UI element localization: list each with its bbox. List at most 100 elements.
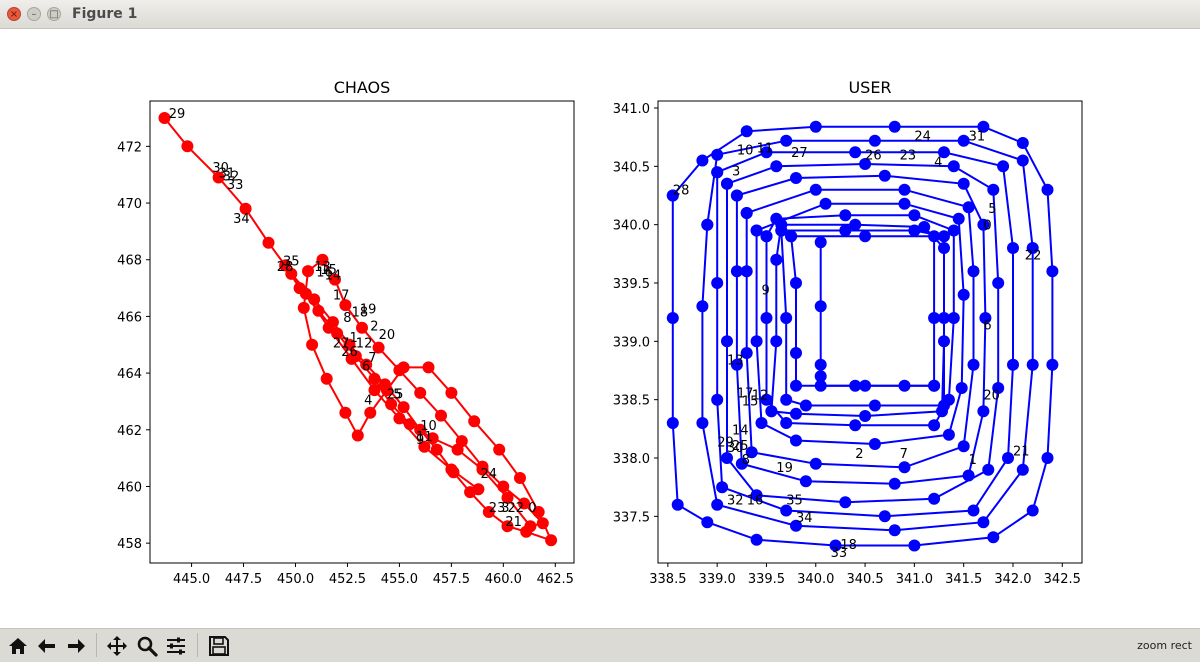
data-point — [997, 160, 1010, 173]
data-point — [799, 475, 812, 488]
data-point — [329, 273, 341, 286]
data-point — [908, 539, 921, 552]
point-label: 25 — [387, 388, 404, 403]
data-point — [696, 417, 709, 429]
x-tick-label: 447.5 — [225, 572, 262, 587]
data-point — [1016, 154, 1029, 167]
data-point — [780, 417, 793, 429]
data-point — [790, 519, 802, 532]
data-point — [977, 120, 990, 133]
data-layer — [666, 120, 1059, 552]
data-point — [814, 358, 827, 371]
data-point — [339, 299, 352, 312]
subplots-button[interactable] — [162, 632, 189, 659]
data-point — [829, 539, 842, 552]
figure-canvas[interactable]: 0 1 2 3 4 5 6 7 8 9 10 11 12 13 14 15 16 17 18 19 20 21 22 23 24… — [0, 29, 1200, 628]
data-point — [740, 125, 753, 138]
zoom-button[interactable] — [133, 632, 160, 659]
point-label: 32 — [727, 494, 744, 509]
data-point — [957, 134, 970, 147]
data-point — [859, 230, 872, 243]
data-point — [814, 300, 827, 313]
data-point — [711, 393, 724, 406]
data-point — [740, 207, 753, 219]
forward-button[interactable] — [62, 632, 89, 659]
point-label: 17 — [333, 288, 350, 303]
close-window-button[interactable]: × — [7, 7, 21, 21]
data-point — [839, 496, 852, 509]
data-point — [868, 438, 881, 450]
x-tick-label: 341.0 — [896, 572, 933, 587]
data-point — [908, 209, 921, 222]
point-label: 29 — [169, 107, 186, 122]
data-point — [331, 327, 344, 340]
point-label: 2 — [855, 447, 863, 462]
y-tick-label: 338.0 — [613, 452, 650, 467]
y-tick-label: 464 — [117, 367, 142, 382]
data-point — [780, 393, 793, 406]
data-point — [775, 224, 788, 237]
data-point — [755, 417, 768, 429]
data-point — [356, 321, 368, 334]
back-button[interactable] — [33, 632, 60, 659]
data-point — [750, 224, 763, 237]
point-label: 1 — [350, 331, 358, 346]
data-point — [393, 364, 406, 377]
data-point — [799, 399, 812, 412]
data-point — [445, 386, 458, 399]
home-button[interactable] — [4, 632, 31, 659]
data-point — [957, 440, 970, 453]
data-point — [809, 183, 822, 196]
point-label: 8 — [742, 453, 750, 468]
point-label: 33 — [831, 546, 848, 561]
data-point — [962, 469, 975, 482]
data-point — [696, 154, 709, 167]
data-point — [351, 429, 364, 442]
data-point — [888, 477, 901, 490]
data-point — [740, 347, 753, 359]
pan-button[interactable] — [103, 632, 130, 659]
data-point — [814, 379, 827, 392]
point-label: 33 — [227, 178, 244, 193]
x-tick-label: 452.5 — [329, 572, 366, 587]
data-point — [898, 197, 911, 210]
maximize-window-button[interactable]: □ — [47, 7, 61, 21]
minimize-window-button[interactable]: – — [27, 7, 41, 21]
data-point — [730, 265, 743, 278]
y-tick-label: 339.0 — [613, 335, 650, 350]
data-layer — [158, 112, 558, 547]
data-point — [750, 533, 763, 546]
data-point — [760, 146, 773, 159]
data-point — [819, 197, 832, 210]
data-point — [785, 230, 798, 243]
point-label: 32 — [223, 169, 240, 184]
magnifier-icon — [137, 636, 158, 657]
data-point — [849, 218, 862, 231]
data-point — [780, 504, 793, 517]
arrow-left-icon — [38, 639, 55, 653]
data-point — [666, 417, 679, 429]
data-point — [360, 358, 373, 371]
series-line-5 — [735, 174, 987, 485]
data-point — [982, 463, 995, 476]
point-label: 23 — [900, 148, 917, 163]
y-tick-label: 466 — [117, 310, 142, 325]
data-point — [967, 265, 980, 278]
data-point — [339, 406, 352, 419]
point-label: 5 — [393, 388, 401, 403]
data-point — [938, 230, 950, 243]
point-label: 4 — [364, 393, 372, 408]
x-tick-label: 457.5 — [433, 572, 470, 587]
data-point — [403, 418, 416, 431]
save-button[interactable] — [205, 632, 232, 659]
data-point — [790, 172, 802, 184]
data-point — [967, 358, 980, 371]
chart-title: USER — [848, 78, 891, 97]
data-point — [750, 335, 763, 348]
data-point — [322, 321, 335, 334]
data-point — [514, 472, 526, 484]
y-tick-label: 338.5 — [613, 394, 650, 409]
toolbar-separator — [96, 633, 97, 657]
